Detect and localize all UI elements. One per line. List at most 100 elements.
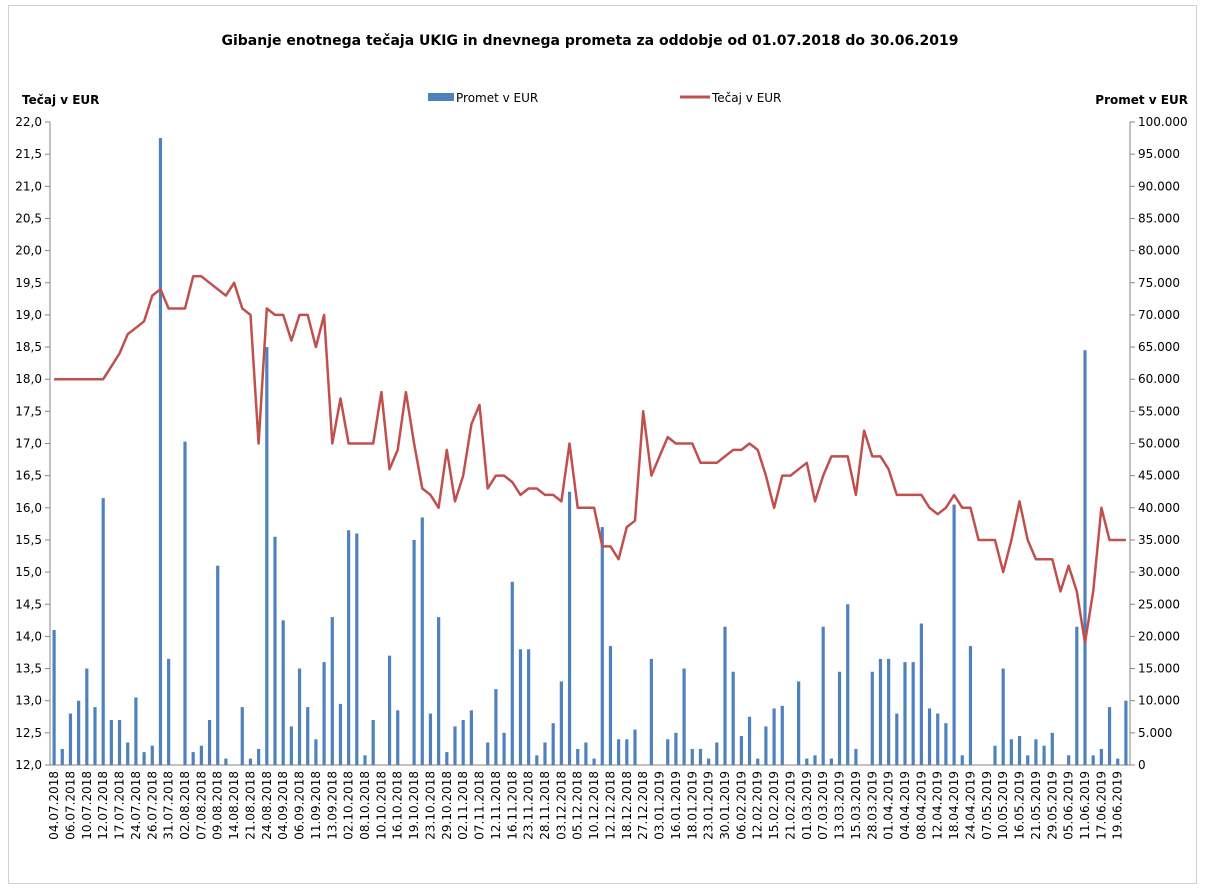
x-tick-label: 09.08.2018	[211, 771, 225, 840]
bar	[919, 623, 923, 765]
bar	[527, 649, 531, 765]
bar	[535, 755, 539, 765]
x-tick-label: 21.02.2019	[783, 771, 797, 840]
bar	[207, 719, 212, 765]
y-tick-label: 19,0	[15, 308, 42, 322]
y2-tick-label: 50.000	[1138, 437, 1180, 451]
x-tick-label: 02.11.2018	[456, 771, 470, 840]
x-tick-label: 07.03.2019	[816, 771, 830, 840]
x-tick-label: 16.10.2018	[391, 771, 405, 840]
bar	[846, 604, 850, 765]
x-tick-label: 24.07.2018	[129, 771, 143, 840]
bar	[821, 626, 825, 765]
bar	[927, 708, 932, 765]
bar	[191, 752, 195, 765]
bar	[265, 347, 269, 765]
x-tick-label: 18.04.2019	[947, 771, 961, 840]
bar	[445, 752, 449, 765]
y-tick-label: 13,0	[15, 694, 42, 708]
legend-swatch	[428, 93, 454, 101]
bar	[371, 719, 375, 765]
y-tick-label: 17,5	[15, 404, 42, 418]
x-tick-label: 29.10.2018	[440, 771, 454, 840]
y-tick-label: 15,0	[15, 565, 42, 579]
bar	[968, 646, 973, 765]
bar	[518, 649, 523, 765]
bar	[396, 710, 400, 765]
x-tick-label: 12.02.2019	[751, 771, 765, 840]
bar	[297, 668, 302, 765]
bar	[960, 755, 964, 765]
y2-tick-label: 5.000	[1138, 726, 1172, 740]
x-tick-label: 12.07.2018	[96, 771, 110, 840]
bar	[903, 662, 907, 765]
y-tick-label: 20,0	[15, 244, 42, 258]
bar	[142, 752, 146, 765]
x-tick-label: 10.07.2018	[80, 771, 94, 840]
bar	[420, 517, 424, 765]
y2-tick-label: 20.000	[1138, 629, 1180, 643]
y2-tick-label: 30.000	[1138, 565, 1180, 579]
bar	[674, 732, 678, 765]
y-tick-label: 16,0	[15, 501, 42, 515]
bar	[101, 498, 105, 765]
y-tick-label: 12,5	[15, 726, 42, 740]
y2-tick-label: 35.000	[1138, 533, 1180, 547]
y2-tick-label: 10.000	[1138, 694, 1180, 708]
bar	[273, 536, 277, 765]
x-tick-label: 02.08.2018	[178, 771, 192, 840]
bar	[240, 707, 244, 765]
bar	[870, 671, 874, 765]
x-tick-label: 10.10.2018	[374, 771, 388, 840]
y-tick-label: 19,5	[15, 276, 42, 290]
bar	[257, 748, 261, 765]
y-tick-label: 13,5	[15, 662, 42, 676]
bar	[363, 755, 367, 765]
bar	[85, 668, 89, 765]
bar	[126, 742, 130, 765]
bar	[715, 742, 719, 765]
bar	[1067, 755, 1071, 765]
x-tick-label: 08.10.2018	[358, 771, 372, 840]
bar	[216, 565, 220, 765]
bar	[723, 626, 727, 765]
y2-tick-label: 85.000	[1138, 211, 1180, 225]
bar	[707, 758, 711, 765]
bar	[1009, 739, 1013, 765]
x-tick-label: 11.09.2018	[309, 771, 323, 840]
x-tick-label: 08.04.2019	[914, 771, 928, 840]
bar	[494, 689, 498, 765]
bar	[666, 739, 670, 765]
bar	[60, 748, 64, 765]
bar	[887, 658, 891, 765]
x-tick-label: 02.10.2018	[342, 771, 356, 840]
x-tick-label: 07.11.2018	[473, 771, 487, 840]
bar	[772, 708, 776, 765]
bar	[248, 758, 253, 765]
bar	[764, 726, 768, 765]
x-tick-label: 23.01.2019	[702, 771, 716, 840]
bar	[854, 748, 858, 765]
bar	[625, 739, 629, 765]
bar	[633, 729, 637, 765]
legend-label: Promet v EUR	[456, 91, 538, 105]
y2-tick-label: 70.000	[1138, 308, 1180, 322]
bar	[224, 758, 228, 765]
bar	[936, 713, 940, 765]
bar	[608, 646, 613, 765]
bar	[1075, 626, 1079, 765]
bar	[167, 658, 171, 765]
x-tick-label: 15.03.2019	[849, 771, 863, 840]
bar	[289, 726, 293, 765]
x-tick-label: 29.05.2019	[1045, 771, 1059, 840]
bar	[1017, 736, 1022, 765]
x-tick-label: 31.07.2018	[162, 771, 176, 840]
x-tick-label: 10.05.2019	[996, 771, 1010, 840]
x-tick-label: 16.01.2019	[669, 771, 683, 840]
x-tick-label: 04.04.2019	[898, 771, 912, 840]
bar	[911, 662, 915, 765]
x-tick-label: 13.03.2019	[833, 771, 847, 840]
x-tick-label: 23.11.2018	[522, 771, 536, 840]
x-tick-label: 04.07.2018	[47, 771, 61, 840]
x-tick-label: 15.02.2019	[767, 771, 781, 840]
